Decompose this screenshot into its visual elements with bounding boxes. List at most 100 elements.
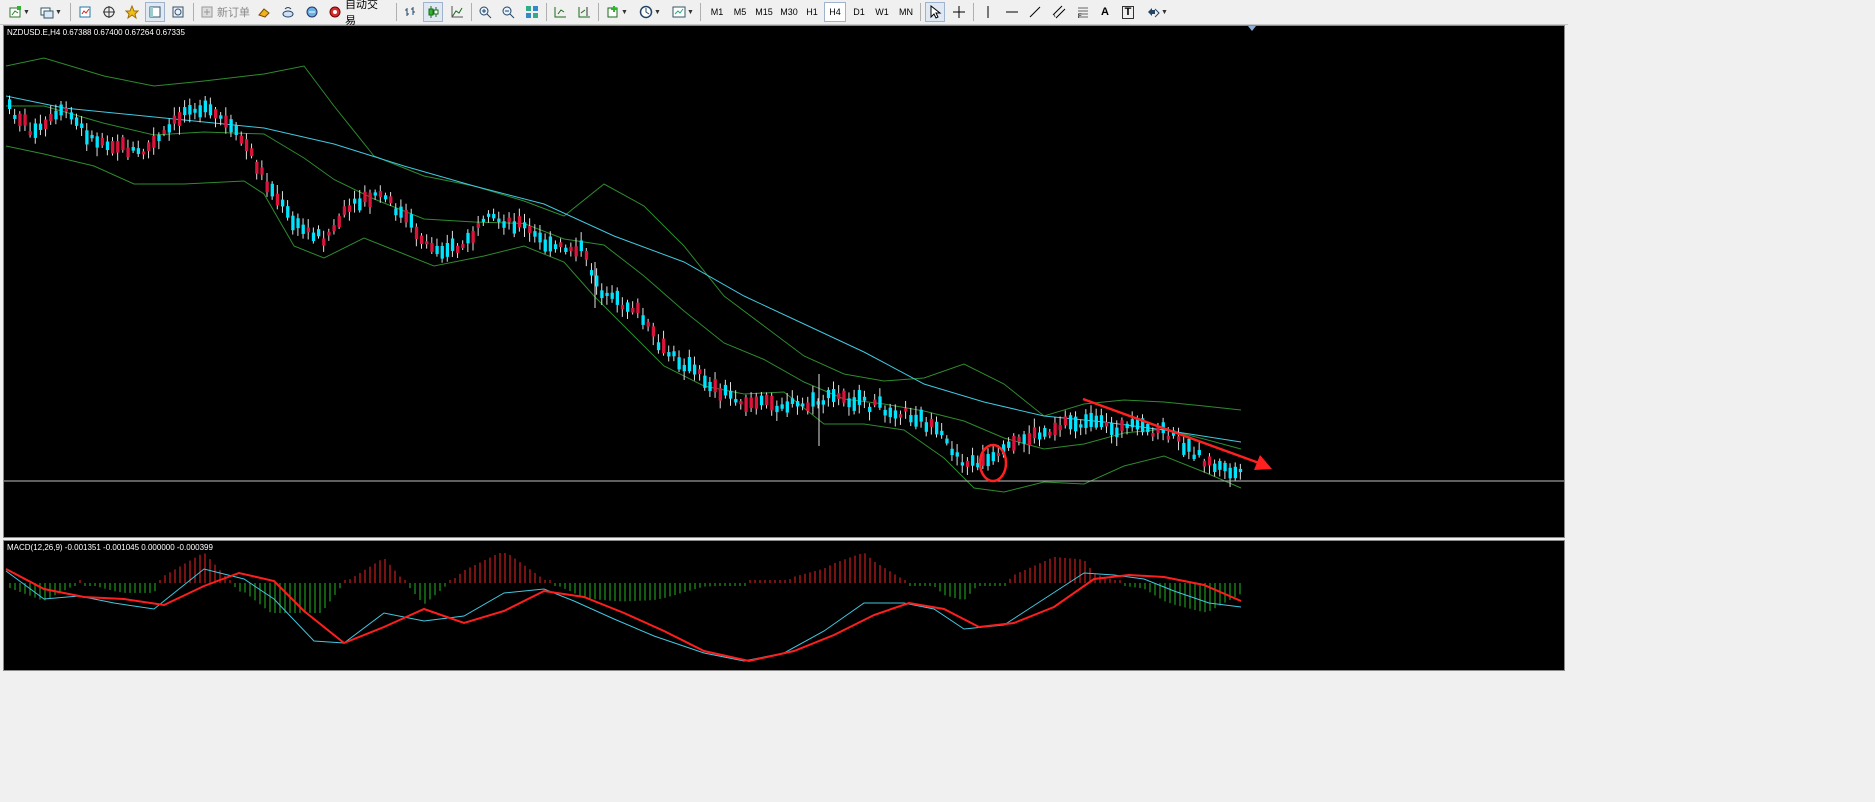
- crosshair-tool-button[interactable]: [949, 2, 969, 22]
- line-chart-button[interactable]: [447, 2, 467, 22]
- signals-button[interactable]: [302, 2, 322, 22]
- candle: [476, 215, 480, 236]
- equidistant-channel-tool-button[interactable]: [1049, 2, 1069, 22]
- candle: [852, 389, 856, 415]
- auto-trading-button[interactable]: 自动交易: [326, 0, 388, 27]
- chevron-down-icon[interactable]: ▼: [654, 8, 661, 16]
- timeframe-m1-button[interactable]: M1: [710, 7, 724, 17]
- chevron-down-icon[interactable]: ▼: [55, 8, 62, 16]
- timeframe-w1-button[interactable]: W1: [875, 7, 889, 17]
- timeframe-mn-button[interactable]: MN: [899, 7, 913, 17]
- candle-body: [265, 181, 269, 193]
- text-label-tool-button[interactable]: T: [1118, 2, 1138, 22]
- candle: [450, 230, 455, 257]
- macd-chart-canvas[interactable]: [4, 541, 1564, 670]
- candle: [28, 122, 32, 138]
- candle: [605, 286, 609, 305]
- auto-scroll-icon: [553, 5, 567, 19]
- candle: [296, 213, 300, 236]
- chevron-down-icon[interactable]: ▼: [621, 8, 628, 16]
- indicators-button[interactable]: ▼: [603, 2, 631, 22]
- arrows-tool-button[interactable]: ▼: [1143, 2, 1171, 22]
- chevron-down-icon[interactable]: ▼: [1161, 8, 1168, 16]
- candle: [244, 133, 249, 160]
- favorites-icon: [125, 5, 139, 19]
- timeframe-h4-button[interactable]: H4: [824, 2, 846, 22]
- timeframe-m5-button[interactable]: M5: [733, 7, 747, 17]
- bollinger-upper-band: [5, 57, 1242, 417]
- candle-body: [512, 221, 516, 234]
- candle-body: [1058, 424, 1062, 431]
- fibonacci-tool-button[interactable]: F: [1073, 2, 1093, 22]
- macd-histogram: [9, 553, 1241, 613]
- metaeditor-button[interactable]: [254, 2, 274, 22]
- candle: [929, 412, 934, 435]
- arrow-head-icon: [1254, 455, 1272, 470]
- candle: [528, 218, 532, 242]
- favorites-button[interactable]: [122, 2, 142, 22]
- navigator-button[interactable]: [99, 2, 119, 22]
- candle-body: [723, 384, 728, 396]
- zoom-in-button[interactable]: [475, 2, 495, 22]
- candle-body: [95, 136, 99, 148]
- cursor-tool-button[interactable]: [925, 2, 945, 22]
- auto-scroll-button[interactable]: [550, 2, 570, 22]
- candle-body: [589, 270, 594, 276]
- main-chart-window[interactable]: NZDUSD.E,H4 0.67388 0.67400 0.67264 0.67…: [3, 25, 1565, 538]
- candle-body: [626, 302, 630, 312]
- text-tool-button[interactable]: A: [1095, 2, 1115, 22]
- candle-body: [296, 218, 300, 229]
- strategy-tester-button[interactable]: [168, 2, 188, 22]
- tile-windows-button[interactable]: [522, 2, 542, 22]
- history-button[interactable]: [278, 2, 298, 22]
- candle: [69, 106, 74, 125]
- price-chart-canvas[interactable]: [4, 26, 1564, 537]
- reversal-circle-annotation: [978, 443, 1008, 483]
- candle: [126, 139, 130, 161]
- candle: [1177, 427, 1181, 451]
- candle-body: [862, 396, 867, 401]
- trendline-tool-button[interactable]: [1025, 2, 1045, 22]
- vertical-line-tool-button[interactable]: [978, 2, 998, 22]
- candle-body: [456, 245, 460, 253]
- candle-body: [1141, 418, 1145, 433]
- candle-body: [208, 104, 213, 116]
- periods-button[interactable]: ▼: [636, 2, 664, 22]
- candle-body: [965, 460, 970, 467]
- candle-body: [898, 414, 903, 418]
- bar-chart-button[interactable]: [400, 2, 420, 22]
- candle-body: [857, 390, 862, 405]
- candle-body: [409, 214, 413, 228]
- market-watch-button[interactable]: [75, 2, 95, 22]
- profiles-button[interactable]: ▼: [37, 2, 65, 22]
- zoom-out-button[interactable]: [498, 2, 518, 22]
- timeframe-d1-button[interactable]: D1: [853, 7, 865, 17]
- candle-body: [775, 405, 779, 413]
- candlestick-button[interactable]: [423, 2, 443, 22]
- macd-indicator-window[interactable]: MACD(12,26,9) -0.001351 -0.001045 0.0000…: [3, 540, 1565, 671]
- candle: [481, 215, 486, 226]
- data-window-button[interactable]: [145, 2, 165, 22]
- templates-button[interactable]: ▼: [669, 2, 697, 22]
- toolbar-separator: [471, 3, 472, 21]
- candle-body: [739, 401, 743, 405]
- horizontal-line-tool-button[interactable]: [1002, 2, 1022, 22]
- candle-body: [414, 226, 419, 240]
- chevron-down-icon[interactable]: ▼: [23, 8, 30, 16]
- timeframe-m30-button[interactable]: M30: [780, 7, 798, 17]
- candle: [358, 190, 362, 213]
- new-order-button[interactable]: 新订单: [198, 2, 252, 22]
- candle: [1063, 410, 1068, 429]
- new-order-label: 新订单: [217, 7, 250, 19]
- candle: [337, 213, 341, 230]
- bollinger-lower-band: [5, 145, 1242, 493]
- candle: [85, 123, 89, 151]
- chevron-down-icon[interactable]: ▼: [687, 8, 694, 16]
- timeframe-m15-button[interactable]: M15: [755, 7, 773, 17]
- timeframe-h1-button[interactable]: H1: [806, 7, 818, 17]
- new-chart-button[interactable]: ▼: [5, 2, 33, 22]
- candle-body: [708, 381, 712, 392]
- chart-shift-button[interactable]: [574, 2, 594, 22]
- candle-body: [80, 123, 84, 129]
- candle: [74, 113, 79, 130]
